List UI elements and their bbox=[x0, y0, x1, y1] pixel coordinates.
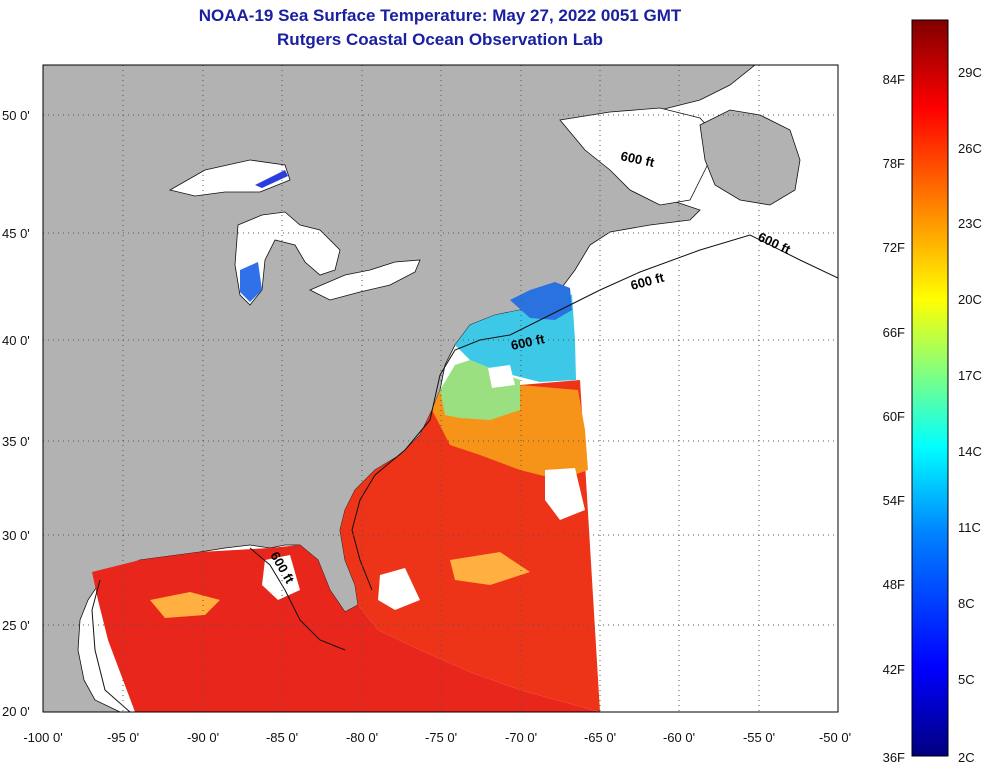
lon-tick: -55 0' bbox=[743, 730, 775, 745]
lon-tick: -80 0' bbox=[346, 730, 378, 745]
colorbar-c-label: 20C bbox=[958, 292, 982, 307]
map-subtitle: Rutgers Coastal Ocean Observation Lab bbox=[277, 30, 603, 49]
temperature-colorbar: 84F 78F 72F 66F 60F 54F 48F 42F 36F 29C … bbox=[883, 19, 982, 765]
colorbar-c-label: 8C bbox=[958, 596, 975, 611]
colorbar-c-label: 17C bbox=[958, 368, 982, 383]
longitude-axis: -100 0' -95 0' -90 0' -85 0' -80 0' -75 … bbox=[23, 730, 851, 745]
colorbar-c-label: 14C bbox=[958, 444, 982, 459]
lake-erie-ontario bbox=[309, 259, 421, 301]
colorbar-c-label: 23C bbox=[958, 216, 982, 231]
lat-tick: 30 0' bbox=[2, 528, 30, 543]
colorbar-c-label: 29C bbox=[958, 65, 982, 80]
lon-tick: -100 0' bbox=[23, 730, 62, 745]
map-border bbox=[42, 64, 839, 713]
colorbar-f-label: 72F bbox=[883, 240, 905, 255]
lake-superior-cold bbox=[255, 170, 288, 188]
lat-tick: 35 0' bbox=[2, 434, 30, 449]
lake-michigan-cold bbox=[240, 262, 262, 302]
sst-swath bbox=[92, 282, 600, 712]
newfoundland bbox=[699, 109, 801, 206]
contour-label: 600 ft bbox=[510, 331, 547, 353]
colorbar-f-label: 42F bbox=[883, 662, 905, 677]
lat-tick: 40 0' bbox=[2, 333, 30, 348]
lake-michigan-huron bbox=[234, 211, 341, 306]
lon-tick: -95 0' bbox=[107, 730, 139, 745]
lon-tick: -75 0' bbox=[425, 730, 457, 745]
colorbar-f-label: 48F bbox=[883, 577, 905, 592]
contour-label: 600 ft bbox=[619, 148, 656, 170]
lon-tick: -50 0' bbox=[819, 730, 851, 745]
map-title: NOAA-19 Sea Surface Temperature: May 27,… bbox=[198, 6, 682, 25]
colorbar-c-label: 5C bbox=[958, 672, 975, 687]
lat-tick: 50 0' bbox=[2, 108, 30, 123]
colorbar-f-label: 66F bbox=[883, 325, 905, 340]
colorbar-f-label: 36F bbox=[883, 750, 905, 765]
colorbar-f-label: 78F bbox=[883, 156, 905, 171]
colorbar-gradient bbox=[911, 19, 949, 757]
lon-tick: -85 0' bbox=[266, 730, 298, 745]
lat-tick: 20 0' bbox=[2, 704, 30, 719]
colorbar-c-label: 2C bbox=[958, 750, 975, 765]
colorbar-c-label: 26C bbox=[958, 141, 982, 156]
lon-tick: -65 0' bbox=[584, 730, 616, 745]
lat-tick: 45 0' bbox=[2, 226, 30, 241]
colorbar-f-label: 60F bbox=[883, 409, 905, 424]
lon-tick: -60 0' bbox=[663, 730, 695, 745]
lon-tick: -70 0' bbox=[505, 730, 537, 745]
colorbar-c-label: 11C bbox=[958, 520, 981, 535]
gulf-st-lawrence bbox=[559, 107, 721, 206]
lat-tick: 25 0' bbox=[2, 618, 30, 633]
lon-tick: -90 0' bbox=[187, 730, 219, 745]
latitude-axis: 50 0' 45 0' 40 0' 35 0' 30 0' 25 0' 20 0… bbox=[2, 108, 30, 719]
isobath-600ft bbox=[91, 234, 838, 712]
colorbar-f-label: 84F bbox=[883, 72, 905, 87]
colorbar-f-label: 54F bbox=[883, 493, 905, 508]
